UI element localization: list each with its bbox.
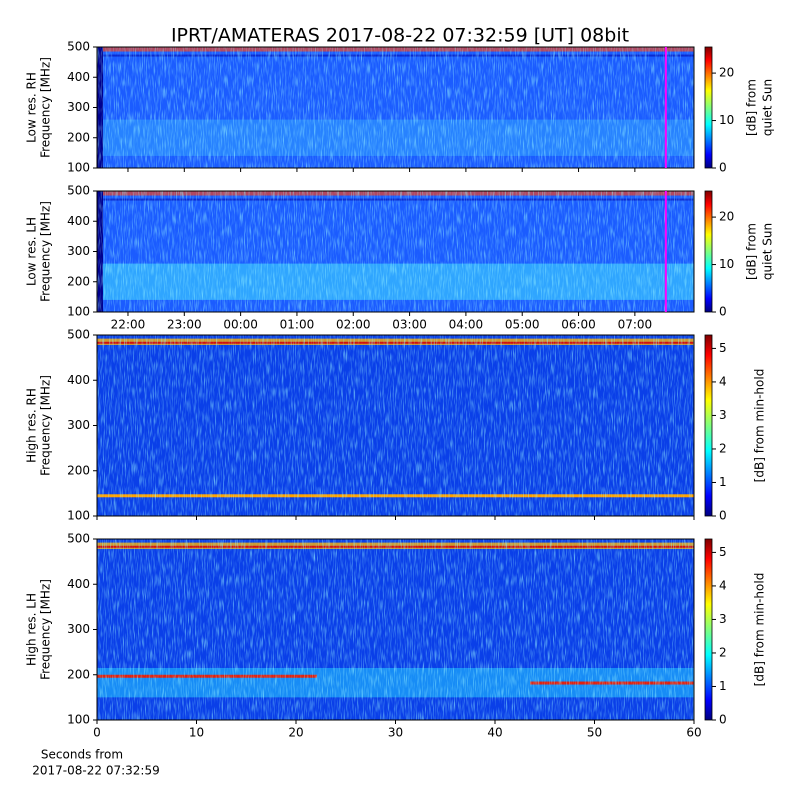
x-tick-label: 30: [388, 726, 403, 740]
colorbar-tick-label: 2: [719, 645, 727, 659]
colorbar-tick-label: 20: [719, 66, 734, 80]
colorbar: [704, 46, 713, 169]
colorbar-label: [dB] from: [745, 223, 759, 280]
y-tick-label: 400: [67, 373, 90, 387]
y-tick-label: 200: [67, 667, 90, 681]
spectrogram-noise: [97, 335, 694, 516]
y-axis-label: High res. RH: [25, 388, 39, 463]
x-tick-label: 23:00: [167, 318, 202, 332]
x-tick-label: 0: [93, 726, 101, 740]
spectrogram-noise: [97, 191, 694, 312]
y-tick-label: 400: [67, 577, 90, 591]
x-tick-label: 07:00: [618, 318, 653, 332]
x-axis-label: 2017-08-22 07:32:59: [32, 764, 159, 778]
colorbar-tick-label: 3: [719, 408, 727, 422]
x-tick-label: 00:00: [223, 318, 258, 332]
colorbar-tick-label: 4: [719, 374, 727, 388]
figure-title: IPRT/AMATERAS 2017-08-22 07:32:59 [UT] 0…: [171, 25, 629, 47]
colorbar-tick-label: 0: [719, 161, 727, 175]
x-tick-label: 03:00: [392, 318, 427, 332]
colorbar-label: [dB] from min-hold: [753, 369, 767, 483]
x-tick-label: 06:00: [561, 318, 596, 332]
colorbar-tick-label: 1: [719, 475, 727, 489]
y-axis-label: Frequency [MHz]: [39, 375, 53, 476]
y-tick-label: 100: [67, 713, 90, 727]
x-tick-label: 60: [686, 726, 701, 740]
x-tick-label: 40: [487, 726, 502, 740]
y-axis-label: Frequency [MHz]: [39, 579, 53, 680]
colorbar-tick-label: 0: [719, 509, 727, 523]
y-tick-label: 200: [67, 130, 90, 144]
x-tick-label: 20: [288, 726, 303, 740]
colorbar-tick-label: 10: [719, 113, 734, 127]
y-tick-label: 500: [67, 184, 90, 198]
colorbar-tick-label: 1: [719, 679, 727, 693]
colorbar-label: quiet Sun: [761, 79, 775, 136]
y-axis-label: Frequency [MHz]: [39, 57, 53, 158]
spectrogram-noise: [97, 539, 694, 720]
colorbar: [704, 538, 713, 721]
y-tick-label: 400: [67, 70, 90, 84]
y-tick-label: 100: [67, 509, 90, 523]
colorbar-tick-label: 0: [719, 713, 727, 727]
y-tick-label: 500: [67, 532, 90, 546]
x-axis-label: Seconds from: [41, 748, 123, 762]
colorbar-label: [dB] from min-hold: [753, 573, 767, 687]
colorbar-tick-label: 5: [719, 545, 727, 559]
colorbar-tick-label: 10: [719, 257, 734, 271]
colorbar-tick-label: 3: [719, 612, 727, 626]
y-axis-label: Low res. RH: [25, 72, 39, 143]
y-tick-label: 300: [67, 100, 90, 114]
x-tick-label: 05:00: [505, 318, 540, 332]
x-tick-label: 10: [189, 726, 204, 740]
x-tick-label: 02:00: [336, 318, 371, 332]
x-tick-label: 04:00: [449, 318, 484, 332]
x-tick-label: 22:00: [111, 318, 146, 332]
y-tick-label: 400: [67, 214, 90, 228]
colorbar-tick-label: 20: [719, 210, 734, 224]
y-tick-label: 300: [67, 418, 90, 432]
colorbar-label: [dB] from: [745, 79, 759, 136]
x-tick-label: 01:00: [280, 318, 315, 332]
y-tick-label: 100: [67, 161, 90, 175]
colorbar-label: quiet Sun: [761, 223, 775, 280]
y-tick-label: 200: [67, 274, 90, 288]
colorbar: [704, 334, 713, 517]
y-tick-label: 500: [67, 40, 90, 54]
y-axis-label: High res. LH: [25, 593, 39, 666]
y-axis-label: Low res. LH: [25, 217, 39, 286]
colorbar-tick-label: 2: [719, 441, 727, 455]
colorbar-tick-label: 0: [719, 305, 727, 319]
y-tick-label: 300: [67, 622, 90, 636]
y-axis-label: Frequency [MHz]: [39, 201, 53, 302]
y-tick-label: 100: [67, 305, 90, 319]
colorbar: [704, 190, 713, 313]
colorbar-tick-label: 5: [719, 341, 727, 355]
y-tick-label: 500: [67, 328, 90, 342]
x-tick-label: 50: [587, 726, 602, 740]
colorbar-tick-label: 4: [719, 578, 727, 592]
y-tick-label: 200: [67, 463, 90, 477]
y-tick-label: 300: [67, 244, 90, 258]
spectrogram-noise: [97, 47, 694, 168]
